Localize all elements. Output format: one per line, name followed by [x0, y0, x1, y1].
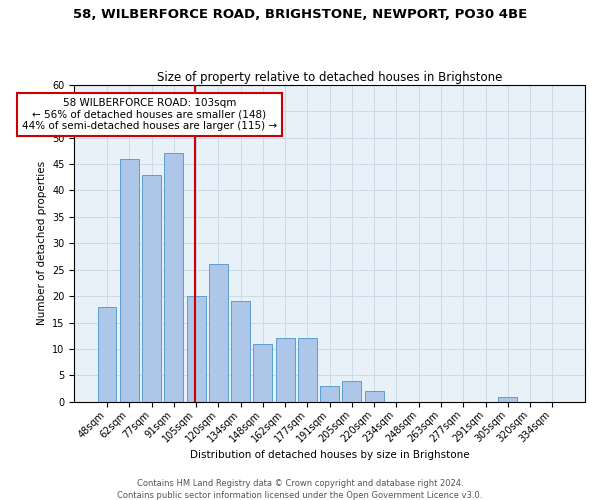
Text: 58, WILBERFORCE ROAD, BRIGHSTONE, NEWPORT, PO30 4BE: 58, WILBERFORCE ROAD, BRIGHSTONE, NEWPOR…	[73, 8, 527, 20]
X-axis label: Distribution of detached houses by size in Brighstone: Distribution of detached houses by size …	[190, 450, 469, 460]
Bar	[164, 154, 183, 402]
Title: Size of property relative to detached houses in Brighstone: Size of property relative to detached ho…	[157, 70, 502, 84]
Bar	[275, 338, 295, 402]
Bar	[298, 338, 317, 402]
Bar	[343, 380, 361, 402]
Bar	[98, 306, 116, 402]
Bar	[365, 391, 383, 402]
Bar	[142, 174, 161, 402]
Bar	[120, 158, 139, 402]
Bar	[499, 396, 517, 402]
Text: Contains HM Land Registry data © Crown copyright and database right 2024.
Contai: Contains HM Land Registry data © Crown c…	[118, 478, 482, 500]
Bar	[253, 344, 272, 402]
Bar	[320, 386, 339, 402]
Bar	[231, 302, 250, 402]
Bar	[209, 264, 228, 402]
Bar	[187, 296, 206, 402]
Y-axis label: Number of detached properties: Number of detached properties	[37, 161, 47, 326]
Text: 58 WILBERFORCE ROAD: 103sqm
← 56% of detached houses are smaller (148)
44% of se: 58 WILBERFORCE ROAD: 103sqm ← 56% of det…	[22, 98, 277, 131]
